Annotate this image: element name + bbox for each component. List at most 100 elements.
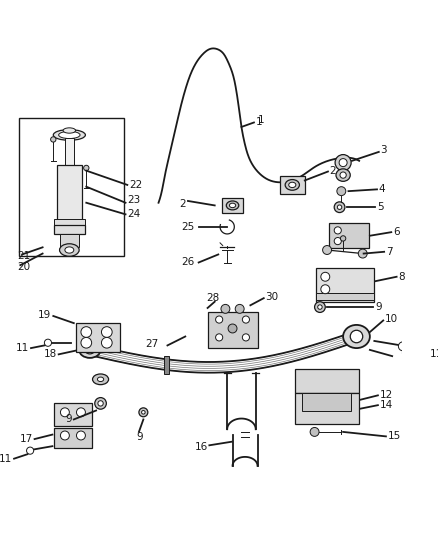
Text: 9: 9 — [375, 302, 382, 312]
Text: 28: 28 — [206, 293, 219, 303]
Ellipse shape — [314, 302, 325, 312]
Circle shape — [334, 227, 341, 234]
Text: 3: 3 — [381, 145, 387, 155]
Bar — [54, 225, 85, 234]
Text: 9: 9 — [65, 415, 72, 424]
Circle shape — [310, 427, 319, 437]
Bar — [222, 198, 243, 213]
Bar — [302, 393, 351, 410]
Circle shape — [60, 431, 69, 440]
Ellipse shape — [141, 410, 145, 414]
Bar — [316, 268, 374, 302]
Ellipse shape — [335, 155, 351, 171]
Text: 9: 9 — [137, 432, 143, 442]
Ellipse shape — [85, 346, 95, 354]
Ellipse shape — [65, 247, 74, 253]
Text: 17: 17 — [20, 434, 33, 444]
Text: 12: 12 — [380, 390, 393, 400]
Text: 5: 5 — [377, 202, 384, 212]
Circle shape — [102, 337, 112, 348]
Circle shape — [321, 285, 330, 294]
Bar — [164, 356, 169, 374]
Circle shape — [81, 327, 92, 337]
Ellipse shape — [60, 244, 79, 256]
Text: 2: 2 — [330, 166, 336, 176]
Bar — [65, 138, 74, 166]
Ellipse shape — [59, 132, 80, 139]
Text: 6: 6 — [393, 227, 400, 237]
Ellipse shape — [334, 202, 345, 213]
Text: 1: 1 — [256, 117, 262, 127]
Circle shape — [321, 272, 330, 281]
Bar — [295, 369, 359, 393]
Text: 1: 1 — [258, 115, 264, 125]
Ellipse shape — [95, 398, 106, 409]
Circle shape — [81, 337, 92, 348]
Ellipse shape — [53, 130, 85, 140]
Bar — [76, 323, 120, 352]
Ellipse shape — [336, 169, 350, 181]
Circle shape — [242, 334, 250, 341]
Circle shape — [44, 339, 52, 346]
Bar — [208, 312, 258, 348]
Circle shape — [340, 236, 346, 241]
Text: 11: 11 — [430, 349, 438, 359]
Bar — [60, 234, 79, 247]
Text: 11: 11 — [16, 343, 29, 353]
Text: 26: 26 — [181, 257, 194, 268]
Text: 30: 30 — [265, 292, 279, 302]
Circle shape — [84, 165, 89, 171]
Text: 4: 4 — [379, 184, 385, 195]
Text: 14: 14 — [380, 400, 393, 410]
Circle shape — [215, 316, 223, 323]
Text: 10: 10 — [385, 313, 398, 324]
Ellipse shape — [63, 128, 76, 133]
Ellipse shape — [97, 377, 104, 382]
Ellipse shape — [79, 342, 101, 358]
Circle shape — [235, 304, 244, 313]
Circle shape — [51, 137, 56, 142]
Circle shape — [102, 327, 112, 337]
Text: 21: 21 — [18, 251, 31, 261]
Text: 22: 22 — [129, 180, 142, 190]
Text: 25: 25 — [181, 222, 194, 232]
Text: 7: 7 — [386, 247, 392, 257]
Bar — [54, 429, 92, 448]
Circle shape — [334, 238, 341, 245]
Text: 8: 8 — [399, 272, 405, 282]
Bar — [329, 223, 369, 248]
Ellipse shape — [318, 305, 322, 309]
Ellipse shape — [343, 325, 370, 348]
Text: 24: 24 — [127, 209, 141, 220]
Ellipse shape — [337, 205, 342, 209]
Bar — [295, 393, 359, 424]
Circle shape — [358, 249, 367, 258]
Text: 16: 16 — [194, 442, 208, 452]
Ellipse shape — [92, 374, 109, 385]
Ellipse shape — [139, 408, 148, 417]
Text: 19: 19 — [38, 310, 52, 320]
Bar — [316, 293, 374, 300]
Ellipse shape — [285, 180, 300, 190]
Ellipse shape — [289, 182, 296, 188]
Circle shape — [77, 408, 85, 417]
Circle shape — [323, 246, 332, 254]
Ellipse shape — [226, 201, 239, 210]
Circle shape — [221, 304, 230, 313]
Circle shape — [228, 324, 237, 333]
Text: 11: 11 — [0, 454, 12, 464]
Circle shape — [60, 408, 69, 417]
Text: 18: 18 — [44, 349, 57, 359]
Bar — [18, 118, 124, 256]
Circle shape — [337, 187, 346, 196]
Circle shape — [77, 431, 85, 440]
Ellipse shape — [350, 330, 363, 343]
Circle shape — [27, 447, 34, 454]
Text: 15: 15 — [388, 431, 401, 441]
Bar — [280, 176, 305, 194]
Text: 27: 27 — [145, 338, 159, 349]
Text: 2: 2 — [180, 199, 186, 208]
Ellipse shape — [339, 159, 347, 167]
Circle shape — [215, 334, 223, 341]
Circle shape — [399, 342, 407, 351]
